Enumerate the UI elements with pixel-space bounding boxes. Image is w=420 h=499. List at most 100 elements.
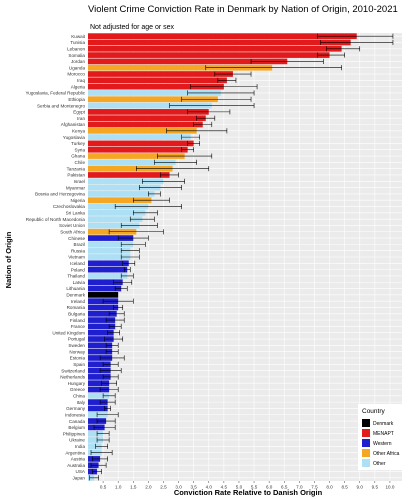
y-tick-label: Indonesia — [65, 412, 85, 417]
legend-label: Denmark — [373, 421, 394, 427]
y-tick-label: Afghanistan — [61, 122, 86, 127]
legend-title: Country — [362, 408, 386, 415]
bar — [88, 273, 128, 279]
bar — [88, 399, 108, 405]
bar — [88, 342, 113, 349]
bar — [88, 71, 233, 77]
x-tick-label: 6.5 — [281, 485, 288, 490]
y-tick-label: Ethiopia — [68, 97, 85, 102]
bar — [88, 323, 116, 330]
bar — [88, 127, 197, 134]
y-tick-label: Australia — [67, 463, 85, 468]
y-tick-label: Thailand — [67, 274, 85, 279]
bar — [88, 260, 129, 267]
bar — [88, 336, 114, 342]
y-tick-label: Austria — [71, 457, 86, 462]
x-tick-label: 1.5 — [130, 485, 137, 490]
bar — [88, 178, 164, 185]
bar — [88, 329, 114, 336]
y-tick-label: Chinese — [68, 236, 85, 241]
y-tick-label: Italy — [77, 400, 86, 405]
y-tick-label: Lithuania — [66, 286, 85, 291]
bar — [88, 83, 224, 90]
y-tick-label: Netherlands — [60, 375, 85, 380]
bar — [88, 121, 203, 128]
y-tick-label: Turkey — [71, 141, 86, 146]
bar — [88, 317, 116, 323]
y-tick-label: Argentina — [65, 450, 85, 455]
bar — [88, 222, 140, 229]
bar — [88, 405, 108, 412]
legend: Country Denmark MENAPT Western Other Africa O… — [358, 404, 406, 470]
x-tick-label: 7.5 — [311, 485, 318, 490]
x-tick-label: 5.0 — [236, 485, 243, 490]
bar — [88, 102, 212, 109]
y-tick-label: Republic of North Macedonia — [26, 217, 86, 222]
y-tick-label: Tanzania — [67, 166, 86, 171]
y-tick-label: Denmark — [66, 293, 85, 298]
y-tick-label: Belgium — [68, 425, 85, 430]
y-tick-label: Latvia — [73, 280, 86, 285]
y-tick-label: Bulgaria — [68, 311, 85, 316]
bar — [88, 254, 131, 260]
y-tick-label: Czechoslovakia — [53, 204, 86, 209]
y-tick-label: Yugoslavia, Federal Republic — [26, 91, 86, 96]
y-tick-label: Syria — [75, 147, 86, 152]
y-tick-label: Soviet Union — [59, 223, 85, 228]
x-tick-label: 3.0 — [175, 485, 182, 490]
bar — [88, 430, 104, 437]
bar — [88, 134, 191, 140]
y-tick-label: Japan — [72, 476, 85, 481]
bar — [88, 216, 143, 222]
y-axis-label: Nation of Origin — [4, 231, 13, 288]
x-tick-label: 9.0 — [357, 485, 364, 490]
x-tick-label: 1.0 — [115, 485, 122, 490]
y-tick-label: Somalia — [68, 53, 85, 58]
x-tick-label: 0.5 — [100, 485, 107, 490]
y-tick-label: Switzerland — [61, 368, 85, 373]
chart-title: Violent Crime Conviction Rate in Denmark… — [88, 4, 398, 15]
y-tick-label: Spain — [73, 362, 85, 367]
y-tick-label: Hungary — [68, 381, 86, 386]
y-tick-label: United Kingdom — [52, 330, 85, 335]
legend-label: Other Africa — [373, 451, 400, 457]
bar — [88, 279, 123, 286]
bar — [88, 109, 209, 115]
bar — [88, 77, 227, 84]
y-tick-label: Nigeria — [70, 198, 85, 203]
y-tick-label: Morocco — [67, 72, 85, 77]
bar — [88, 197, 152, 204]
y-tick-label: Serbia and Montenegro — [37, 103, 85, 108]
y-tick-label: Kenya — [72, 129, 85, 134]
y-tick-label: Sweden — [68, 343, 85, 348]
bar — [88, 285, 122, 292]
x-tick-label: 8.5 — [341, 485, 348, 490]
x-axis-label: Conviction Rate Relative to Danish Origi… — [174, 488, 323, 497]
bar — [88, 367, 111, 374]
x-tick-label: 9.5 — [372, 485, 379, 490]
bar — [88, 90, 221, 96]
bar — [88, 247, 131, 254]
bar — [88, 140, 194, 147]
y-tick-label: Pakistan — [67, 173, 85, 178]
bar — [88, 33, 357, 39]
legend-swatch — [362, 419, 370, 427]
bar — [88, 96, 218, 103]
x-tick-label: 5.5 — [251, 485, 258, 490]
y-tick-label: China — [73, 394, 85, 399]
y-tick-label: Norway — [69, 349, 85, 354]
legend-label: Other — [373, 461, 386, 467]
error-bars — [89, 33, 394, 481]
y-tick-label: Poland — [71, 267, 86, 272]
bar — [88, 380, 110, 387]
y-tick-label: Algeria — [71, 84, 86, 89]
y-tick-label: Canada — [69, 419, 86, 424]
x-tick-label: 6.0 — [266, 485, 273, 490]
y-tick-label: Bosnia and Herzegovina — [35, 192, 85, 197]
bar — [88, 348, 113, 355]
bar — [88, 64, 273, 71]
y-tick-label: Ghana — [71, 154, 85, 159]
y-tick-label: Iraq — [77, 78, 85, 83]
